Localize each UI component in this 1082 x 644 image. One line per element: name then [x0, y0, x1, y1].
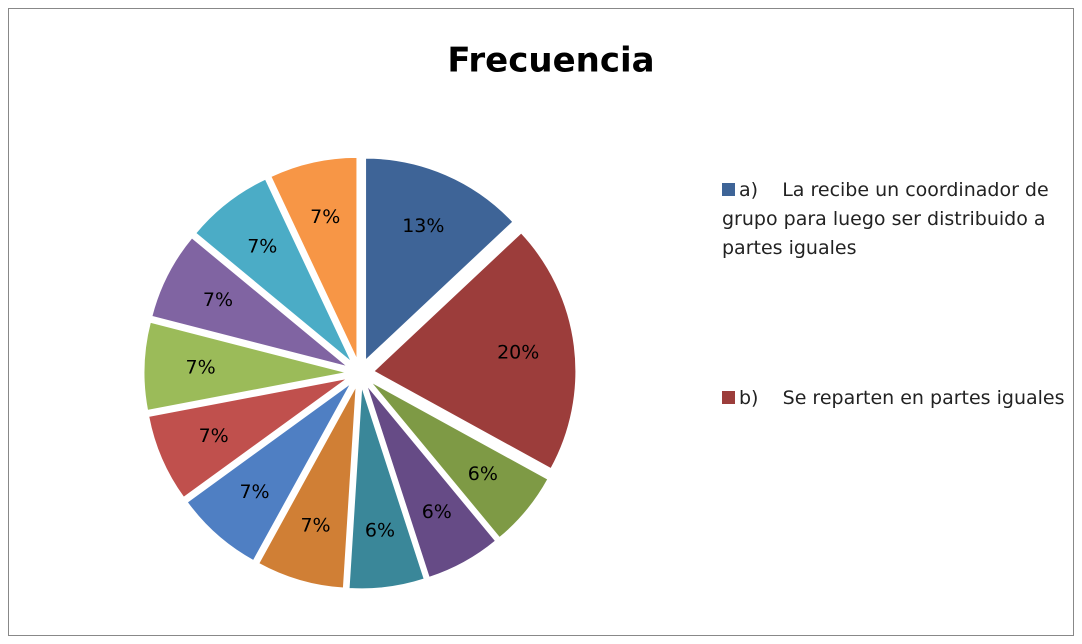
chart-title: Frecuencia [447, 41, 654, 81]
legend-entry: a) La recibe un coordinador de grupo par… [722, 176, 1067, 263]
data-label: 6% [365, 520, 395, 542]
data-label: 6% [422, 501, 452, 523]
data-label: 20% [497, 342, 539, 364]
legend-entry: b) Se reparten en partes iguales [722, 384, 1067, 413]
legend-swatch [722, 183, 735, 196]
pie-slice [186, 383, 352, 562]
data-label: 7% [239, 481, 269, 503]
pie-slice [366, 384, 497, 579]
pie-slice [148, 378, 348, 498]
pie-slice [348, 386, 425, 590]
pie-slice [373, 232, 577, 470]
pie-slice [151, 237, 348, 368]
data-label: 7% [199, 425, 229, 447]
data-label: 13% [402, 215, 444, 237]
pie-slice [195, 178, 352, 363]
legend-swatch [722, 391, 735, 404]
data-label: 7% [186, 356, 216, 378]
pie-slice [258, 386, 357, 589]
data-label: 7% [203, 289, 233, 311]
data-label: 7% [300, 515, 330, 537]
pie-slice [270, 156, 358, 360]
pie-slice [365, 157, 514, 362]
pie-slice [143, 321, 347, 411]
data-label: 7% [310, 206, 340, 228]
data-label: 6% [468, 463, 498, 485]
legend-label: b) Se reparten en partes iguales [739, 387, 1065, 409]
data-label: 7% [247, 236, 277, 258]
pie-slice [370, 381, 549, 539]
legend-label: a) La recibe un coordinador de grupo par… [722, 179, 1049, 259]
